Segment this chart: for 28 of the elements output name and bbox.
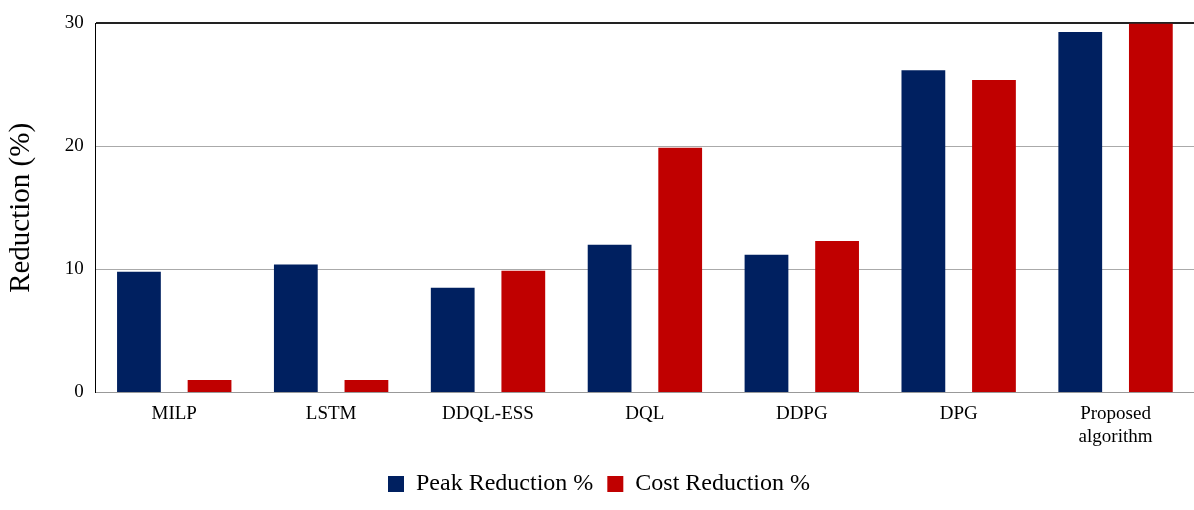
- x-tick-label: DPG: [939, 401, 978, 423]
- bar: [501, 270, 546, 392]
- y-tick-label: 0: [74, 380, 84, 402]
- x-tick-label: DDQL-ESS: [442, 401, 534, 423]
- bar: [658, 147, 703, 392]
- y-axis-title: Reduction (%): [3, 122, 37, 293]
- bar: [901, 70, 946, 392]
- bar: [117, 271, 161, 392]
- legend-label: Peak Reduction %: [416, 469, 594, 496]
- bar: [587, 244, 632, 392]
- legend-label: Cost Reduction %: [635, 469, 810, 496]
- y-tick-label: 20: [64, 134, 84, 156]
- y-tick-label: 30: [64, 11, 84, 33]
- bar: [430, 287, 475, 392]
- bar: [744, 254, 789, 392]
- bar: [815, 241, 859, 392]
- bar: [1128, 23, 1173, 392]
- bar: [273, 264, 318, 392]
- x-tick-label: DQL: [625, 401, 665, 423]
- bar: [187, 380, 232, 392]
- bar: [344, 380, 389, 392]
- y-tick-label: 10: [64, 257, 84, 279]
- x-tick-label: Proposed algorithm: [1078, 401, 1153, 446]
- x-tick-label: LSTM: [305, 401, 357, 423]
- x-tick-label: DDPG: [775, 401, 828, 423]
- bar: [972, 79, 1016, 392]
- bar: [1058, 32, 1103, 392]
- x-tick-label: MILP: [151, 401, 197, 423]
